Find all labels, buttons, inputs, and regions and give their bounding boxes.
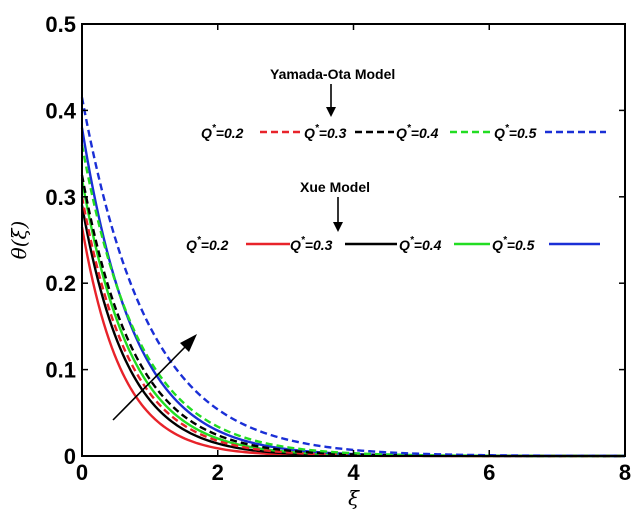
series-line-xue-q-05 xyxy=(80,127,625,458)
y-tick-label: 0.2 xyxy=(45,271,76,296)
y-tick-label: 0.4 xyxy=(45,98,76,123)
q-label-04: Q*=0.4 xyxy=(396,123,439,141)
series-line-xue-q-02 xyxy=(80,226,625,458)
trend-arrow-head xyxy=(180,334,197,352)
x-axis-label: ξ xyxy=(348,486,360,510)
q-label-03: Q*=0.3 xyxy=(304,123,347,141)
series-line-yamada-ota-q-02 xyxy=(80,196,625,458)
y-tick-label: 0.1 xyxy=(45,358,76,383)
xue-model-label: Xue Model xyxy=(300,179,370,195)
q-label-05: Q*=0.5 xyxy=(492,235,535,253)
trend-arrow xyxy=(112,341,191,421)
yamada-arrow-head xyxy=(326,107,336,117)
q-label-05: Q*=0.5 xyxy=(494,123,537,141)
x-tick-label: 6 xyxy=(483,460,495,485)
plot-frame xyxy=(81,23,626,457)
x-tick-label: 0 xyxy=(76,460,88,485)
q-label-04: Q*=0.4 xyxy=(399,235,442,253)
x-tick-label: 8 xyxy=(619,460,631,485)
q-label-02: Q*=0.2 xyxy=(201,123,244,141)
xue-arrow-head xyxy=(333,222,343,232)
q-label-03: Q*=0.3 xyxy=(290,235,333,253)
q-label-02: Q*=0.2 xyxy=(186,235,229,253)
y-tick-label: 0.5 xyxy=(45,12,76,37)
yamada-ota-model-label: Yamada-Ota Model xyxy=(270,66,395,82)
x-tick-label: 2 xyxy=(212,460,224,485)
y-axis-label: θ(ξ) xyxy=(7,221,31,260)
y-tick-label: 0 xyxy=(64,444,76,469)
x-tick-label: 4 xyxy=(347,460,360,485)
y-tick-label: 0.3 xyxy=(45,185,76,210)
